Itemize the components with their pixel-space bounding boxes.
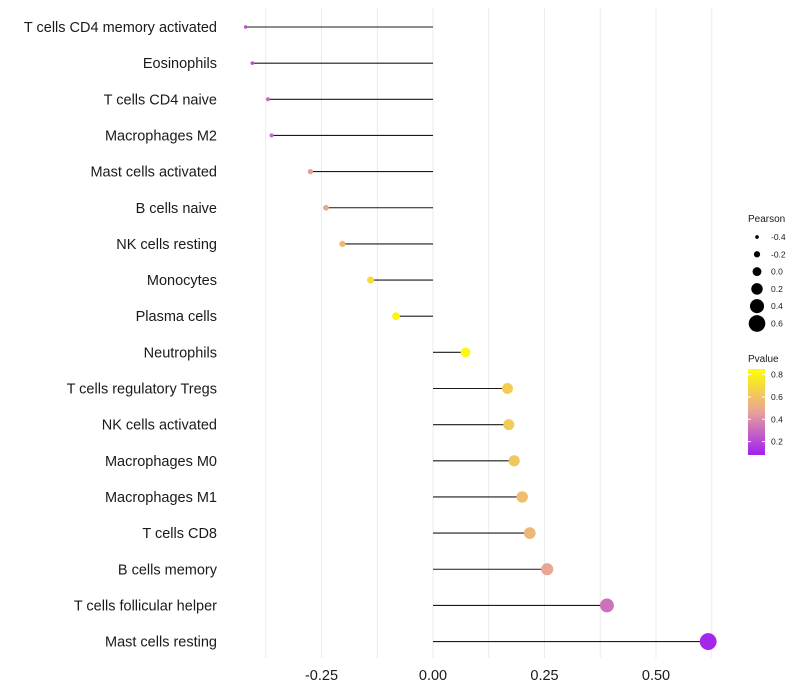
- pearson-legend-label: 0.2: [771, 284, 783, 294]
- x-tick-label: -0.25: [305, 668, 338, 684]
- data-point: [523, 527, 536, 539]
- category-label: T cells follicular helper: [74, 598, 217, 614]
- category-label: T cells CD4 memory activated: [24, 20, 217, 36]
- pvalue-colorbar: [748, 369, 765, 455]
- category-label: Mast cells activated: [90, 165, 217, 181]
- pearson-legend-key: [748, 315, 766, 332]
- pearson-legend-label: 0.6: [771, 319, 783, 329]
- data-point: [250, 61, 255, 65]
- category-label: Monocytes: [147, 273, 217, 289]
- lollipop-points: [243, 25, 717, 650]
- category-label: T cells regulatory Tregs: [67, 382, 217, 398]
- data-point: [392, 312, 400, 321]
- category-label: T cells CD8: [142, 526, 217, 542]
- category-label: Mast cells resting: [105, 635, 217, 651]
- data-point: [460, 347, 471, 358]
- lollipop-stems: [245, 26, 709, 643]
- pvalue-legend-title: Pvalue: [748, 354, 779, 365]
- pearson-legend: Pearson -0.4 -0.2 0.0 0.2 0.4 0.6: [748, 214, 786, 332]
- pvalue-legend-label: 0.8: [771, 370, 783, 380]
- pearson-legend-title: Pearson: [748, 214, 785, 225]
- data-point: [541, 563, 554, 576]
- pvalue-legend-label: 0.6: [771, 392, 783, 402]
- pearson-legend-key: [752, 267, 762, 277]
- data-point: [699, 633, 717, 650]
- data-point: [323, 204, 329, 211]
- pearson-legend-label: 0.4: [771, 301, 783, 311]
- pvalue-legend: Pvalue 0.2 0.4 0.6 0.8: [748, 354, 783, 455]
- pearson-legend-label: -0.2: [771, 249, 786, 259]
- data-point: [339, 240, 346, 248]
- category-label: B cells memory: [118, 562, 218, 578]
- data-point: [516, 491, 528, 503]
- data-point: [269, 133, 274, 138]
- x-axis-ticks: -0.25 0.00 0.25 0.50: [305, 668, 670, 684]
- category-label: Neutrophils: [144, 345, 217, 361]
- category-label: NK cells activated: [102, 418, 217, 434]
- category-label: Macrophages M1: [105, 490, 217, 506]
- data-point: [265, 97, 271, 102]
- x-tick-label: 0.00: [419, 668, 447, 684]
- data-point: [243, 25, 248, 29]
- grid-lines: [265, 8, 713, 658]
- category-label: B cells naive: [136, 201, 217, 217]
- pearson-legend-label: -0.4: [771, 232, 786, 242]
- category-label: T cells CD4 naive: [104, 92, 217, 108]
- pearson-legend-key: [749, 299, 765, 314]
- pearson-legend-label: 0.0: [771, 267, 783, 277]
- data-point: [503, 419, 515, 431]
- pearson-legend-key: [751, 283, 763, 295]
- data-point: [508, 455, 520, 467]
- category-label: Macrophages M2: [105, 128, 217, 144]
- category-label: Macrophages M0: [105, 454, 217, 470]
- data-point: [599, 598, 614, 613]
- data-point: [501, 382, 513, 395]
- pearson-legend-key: [753, 251, 761, 258]
- category-label: Plasma cells: [136, 309, 217, 325]
- category-label: NK cells resting: [116, 237, 217, 253]
- category-labels: T cells CD4 memory activated Eosinophils T…: [24, 20, 218, 651]
- category-label: Eosinophils: [143, 56, 217, 72]
- pvalue-legend-label: 0.4: [771, 414, 783, 424]
- data-point: [307, 168, 313, 175]
- x-tick-label: 0.50: [642, 668, 670, 684]
- x-tick-label: 0.25: [530, 668, 558, 684]
- pearson-legend-key: [755, 235, 759, 239]
- pvalue-legend-label: 0.2: [771, 437, 783, 447]
- data-point: [367, 276, 375, 284]
